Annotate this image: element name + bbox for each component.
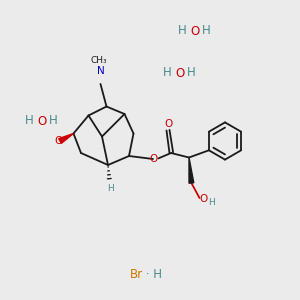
Text: Br: Br: [130, 268, 143, 281]
Text: CH₃: CH₃: [91, 56, 107, 65]
Text: H: H: [187, 65, 196, 79]
Text: O: O: [164, 119, 172, 129]
Text: O: O: [199, 194, 207, 204]
Text: H: H: [178, 23, 187, 37]
Text: O: O: [190, 25, 200, 38]
Text: O: O: [38, 115, 46, 128]
Text: O: O: [149, 154, 158, 164]
Text: · H: · H: [142, 268, 161, 281]
Text: N: N: [97, 66, 104, 76]
Polygon shape: [189, 158, 194, 183]
Text: H: H: [202, 23, 211, 37]
Text: H: H: [208, 198, 215, 207]
Text: H: H: [163, 65, 172, 79]
Polygon shape: [59, 134, 74, 143]
Text: O: O: [54, 136, 63, 146]
Text: H: H: [49, 113, 58, 127]
Text: H: H: [25, 113, 34, 127]
Text: H: H: [108, 184, 114, 193]
Text: O: O: [176, 67, 184, 80]
